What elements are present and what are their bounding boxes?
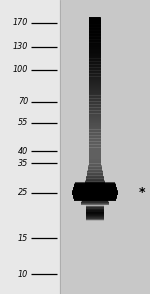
Text: 170: 170 <box>13 18 28 27</box>
Text: 15: 15 <box>18 234 28 243</box>
Bar <box>60 0 150 294</box>
Text: 25: 25 <box>18 188 28 198</box>
Text: 100: 100 <box>13 66 28 74</box>
Text: 10: 10 <box>18 270 28 279</box>
Text: 55: 55 <box>18 118 28 128</box>
Text: 40: 40 <box>18 147 28 156</box>
Bar <box>0 0 60 294</box>
Text: *: * <box>139 186 145 199</box>
Text: 130: 130 <box>13 42 28 51</box>
Text: 35: 35 <box>18 158 28 168</box>
Text: 70: 70 <box>18 97 28 106</box>
